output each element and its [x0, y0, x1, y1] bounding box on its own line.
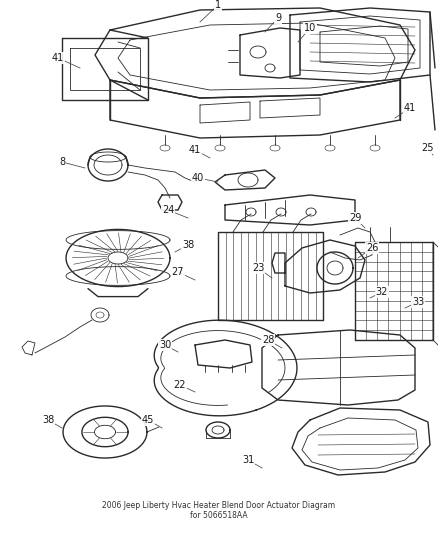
Text: 33: 33 — [412, 297, 424, 307]
Text: 9: 9 — [275, 13, 281, 23]
Text: 41: 41 — [189, 145, 201, 155]
Text: 1: 1 — [215, 0, 221, 10]
Text: 30: 30 — [159, 340, 171, 350]
Text: 27: 27 — [172, 267, 184, 277]
Text: 8: 8 — [59, 157, 65, 167]
Text: 38: 38 — [182, 240, 194, 250]
Text: 26: 26 — [366, 243, 378, 253]
Text: 32: 32 — [376, 287, 388, 297]
Text: 22: 22 — [174, 380, 186, 390]
Text: 31: 31 — [242, 455, 254, 465]
Text: 41: 41 — [52, 53, 64, 63]
Text: 23: 23 — [252, 263, 264, 273]
Text: 38: 38 — [42, 415, 54, 425]
Text: 2006 Jeep Liberty Hvac Heater Blend Door Actuator Diagram: 2006 Jeep Liberty Hvac Heater Blend Door… — [102, 500, 336, 510]
Text: 45: 45 — [142, 415, 154, 425]
Text: 40: 40 — [192, 173, 204, 183]
Text: 28: 28 — [262, 335, 274, 345]
Text: 25: 25 — [422, 143, 434, 153]
Text: for 5066518AA: for 5066518AA — [190, 511, 248, 520]
Text: 24: 24 — [162, 205, 174, 215]
Text: 10: 10 — [304, 23, 316, 33]
Text: 41: 41 — [404, 103, 416, 113]
Text: 29: 29 — [349, 213, 361, 223]
